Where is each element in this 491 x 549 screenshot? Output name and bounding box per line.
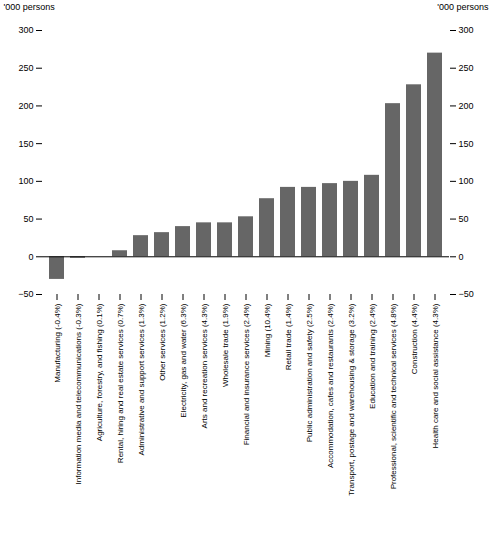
svg-text:Information media and telecomm: Information media and telecommunications… [74,303,83,484]
svg-text:Arts and recreation services (: Arts and recreation services (4.3%) [200,303,209,428]
svg-text:'000 persons: '000 persons [437,2,489,12]
svg-text:Accommodation, cafes and resta: Accommodation, cafes and restaurants (2.… [326,303,335,468]
svg-text:200: 200 [459,101,474,111]
svg-text:−50: −50 [18,289,33,299]
svg-text:Public administration and safe: Public administration and safety (2.5%) [305,303,314,442]
svg-text:−50: −50 [459,289,474,299]
svg-text:Financial and insurance servic: Financial and insurance services (2.4%) [242,303,251,445]
svg-text:150: 150 [18,139,33,149]
svg-text:Manufacturing (-0.4%): Manufacturing (-0.4%) [53,303,62,382]
svg-text:150: 150 [459,139,474,149]
svg-text:100: 100 [459,176,474,186]
svg-text:50: 50 [459,214,469,224]
svg-text:100: 100 [18,176,33,186]
svg-text:Transport, postage and warehou: Transport, postage and warehousing & sto… [347,303,356,496]
svg-text:Professional, scientific and t: Professional, scientific and technical s… [389,303,398,489]
svg-text:0: 0 [459,252,464,262]
svg-text:Agriculture, forestry, and fis: Agriculture, forestry, and fishing (0.1%… [95,303,104,441]
svg-text:Administrative and support ser: Administrative and support services (1.3… [137,303,146,455]
svg-text:300: 300 [459,25,474,35]
svg-text:Other services (1.2%): Other services (1.2%) [158,303,167,381]
svg-text:Electricity, gas and water (6.: Electricity, gas and water (6.3%) [179,303,188,417]
svg-text:'000 persons: '000 persons [4,2,56,12]
svg-text:50: 50 [23,214,33,224]
svg-text:Construction (4.4%): Construction (4.4%) [410,303,419,374]
svg-text:0: 0 [28,252,33,262]
svg-text:250: 250 [459,63,474,73]
svg-text:250: 250 [18,63,33,73]
svg-text:Health care and social assista: Health care and social assistance (4.3%) [431,303,440,448]
svg-text:Wholesale trade (1.9%): Wholesale trade (1.9%) [221,303,230,387]
svg-text:Retail trade (1.4%): Retail trade (1.4%) [284,303,293,370]
svg-text:200: 200 [18,101,33,111]
svg-text:Rental, hiring and real estate: Rental, hiring and real estate services … [116,303,125,463]
svg-text:300: 300 [18,25,33,35]
svg-text:Mining (10.4%): Mining (10.4%) [263,303,272,357]
svg-text:Education and training (2.4%): Education and training (2.4%) [368,303,377,409]
